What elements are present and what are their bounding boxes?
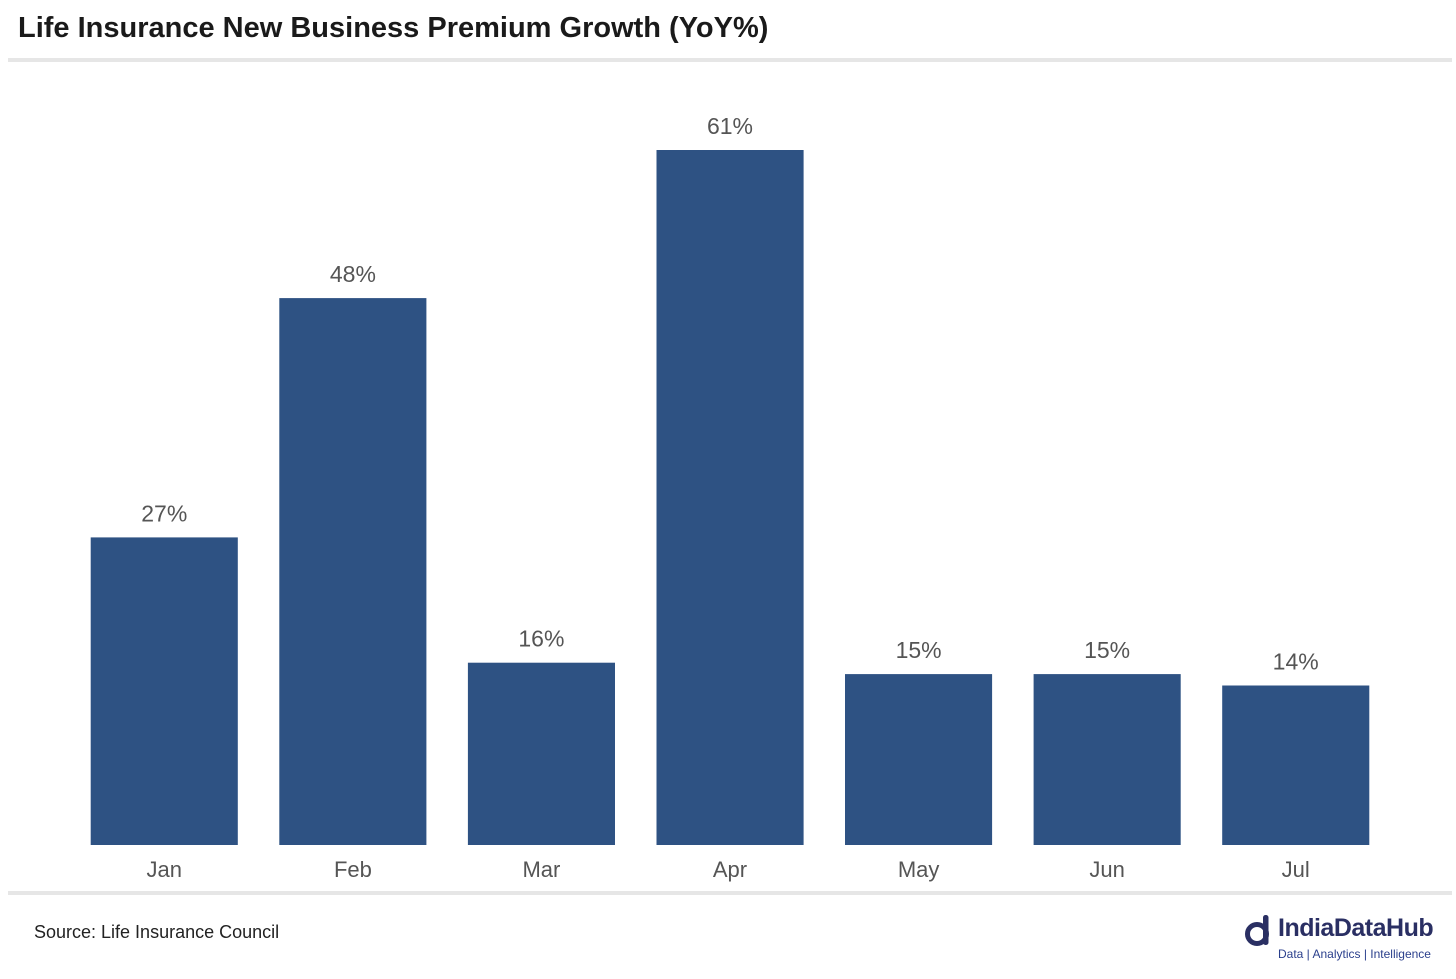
bar-mar xyxy=(467,662,615,845)
logo-mark-icon xyxy=(1245,915,1269,946)
x-tick-label-feb: Feb xyxy=(334,857,372,882)
x-tick-label-jan: Jan xyxy=(147,857,182,882)
source-note: Source: Life Insurance Council xyxy=(34,922,280,942)
x-tick-label-apr: Apr xyxy=(713,857,747,882)
bar-jun xyxy=(1033,674,1181,845)
bar-jan xyxy=(90,537,238,845)
logo-name: IndiaDataHub xyxy=(1278,914,1434,942)
data-label-jun: 15% xyxy=(1084,637,1130,663)
x-tick-label-jul: Jul xyxy=(1282,857,1310,882)
bar-apr xyxy=(656,150,804,845)
bar-feb xyxy=(279,298,427,846)
data-label-jan: 27% xyxy=(141,500,187,526)
data-label-feb: 48% xyxy=(330,261,376,287)
chart-title: Life Insurance New Business Premium Grow… xyxy=(18,12,769,44)
brand-logo: IndiaDataHub Data | Analytics | Intellig… xyxy=(1244,910,1450,966)
bar-jul xyxy=(1222,685,1370,845)
title-divider xyxy=(8,58,1452,62)
logo-tagline: Data | Analytics | Intelligence xyxy=(1278,947,1431,961)
data-label-jul: 14% xyxy=(1273,649,1319,675)
data-label-mar: 16% xyxy=(518,626,564,652)
x-tick-label-may: May xyxy=(898,857,940,882)
x-tick-label-jun: Jun xyxy=(1089,857,1124,882)
footer-divider xyxy=(8,891,1452,895)
x-tick-label-mar: Mar xyxy=(522,857,560,882)
bar-may xyxy=(845,674,993,845)
data-label-apr: 61% xyxy=(707,113,753,139)
data-label-may: 15% xyxy=(896,637,942,663)
bar-chart: 27% Jan 48% Feb 16% Mar 61% Apr 15% May 15% Jun 14% J… xyxy=(90,113,1370,882)
